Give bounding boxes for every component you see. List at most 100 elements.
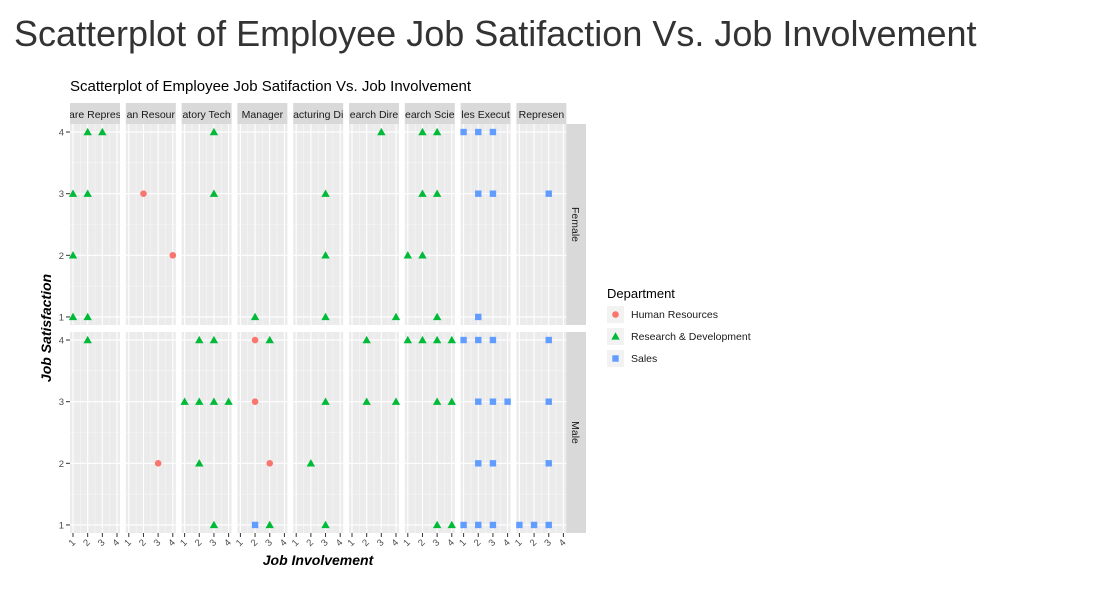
x-tick-label: 3 xyxy=(431,537,443,549)
legend-title: Department xyxy=(607,286,675,301)
data-point xyxy=(489,336,497,344)
x-tick-label: 1 xyxy=(178,537,190,549)
data-point xyxy=(250,312,260,321)
data-point xyxy=(180,397,189,405)
data-point xyxy=(475,460,482,467)
row-strip xyxy=(565,332,586,533)
x-tick-label: 2 xyxy=(472,537,484,549)
x-tick-label: 2 xyxy=(360,537,372,549)
x-tick-label: 1 xyxy=(346,537,358,549)
column-strip xyxy=(404,103,455,124)
y-tick-label: 2 xyxy=(59,251,64,262)
data-point xyxy=(321,251,330,259)
data-point xyxy=(489,190,497,197)
x-tick-label: 3 xyxy=(375,537,387,549)
data-point xyxy=(209,397,219,405)
row-strip-label: Female xyxy=(569,207,581,242)
data-point xyxy=(362,397,371,405)
x-tick-label: 3 xyxy=(263,537,275,549)
data-point xyxy=(460,336,467,344)
data-point xyxy=(475,521,482,529)
data-point xyxy=(265,520,274,529)
data-point xyxy=(140,190,147,197)
data-point xyxy=(154,460,162,467)
x-tick-label: 3 xyxy=(319,537,331,549)
data-point xyxy=(460,521,467,529)
row-strip-label: Male xyxy=(569,421,581,444)
data-point xyxy=(432,312,442,321)
data-point xyxy=(403,335,412,344)
legend-label: Sales xyxy=(631,353,657,365)
data-point xyxy=(169,252,177,259)
data-point xyxy=(209,335,219,344)
facets-layer: are Repres an Resour atory Tech Manager actu… xyxy=(69,103,586,533)
data-point xyxy=(195,335,204,344)
x-tick-label: 3 xyxy=(152,537,164,549)
data-point xyxy=(266,460,274,467)
data-point xyxy=(418,335,427,344)
data-point xyxy=(475,190,482,197)
data-point xyxy=(83,312,92,321)
data-point xyxy=(530,521,538,529)
data-point xyxy=(432,397,442,405)
column-strip xyxy=(70,103,120,124)
data-point xyxy=(489,521,497,529)
data-point xyxy=(475,398,482,405)
data-point xyxy=(432,189,442,197)
data-point xyxy=(418,251,427,259)
data-point xyxy=(224,397,233,405)
data-point xyxy=(489,460,497,467)
data-point xyxy=(306,459,316,467)
x-axis-title: Job Involvement xyxy=(263,552,375,568)
points-layer xyxy=(68,127,552,529)
legend: Department Human Resources Research & Dev… xyxy=(607,286,751,367)
column-strip-label: earch Dire xyxy=(350,109,399,121)
data-point xyxy=(489,128,497,136)
data-point xyxy=(391,397,401,405)
column-strip-label: are Repres xyxy=(69,109,121,121)
column-strip xyxy=(460,103,511,124)
x-tick-label: 2 xyxy=(528,537,540,549)
data-point xyxy=(545,460,552,467)
data-point xyxy=(195,459,204,467)
x-tick-label: 4 xyxy=(501,537,513,549)
data-point xyxy=(209,189,219,197)
data-point xyxy=(432,520,442,529)
data-point xyxy=(68,312,78,321)
data-point xyxy=(377,127,386,136)
data-point xyxy=(545,336,552,344)
y-axis-title: Job Satisfaction xyxy=(38,274,54,382)
column-strip xyxy=(181,103,232,124)
data-point xyxy=(475,336,482,344)
legend-marker xyxy=(611,332,620,340)
data-point xyxy=(475,128,482,136)
y-tick-label: 4 xyxy=(59,128,64,139)
y-tick-label: 3 xyxy=(59,189,64,200)
data-point xyxy=(209,520,219,529)
legend-label: Research & Development xyxy=(631,331,751,343)
x-tick-label: 4 xyxy=(166,537,178,549)
column-strip xyxy=(516,103,567,124)
legend-marker xyxy=(612,355,619,362)
data-point xyxy=(251,521,259,529)
data-point xyxy=(98,127,107,136)
x-tick-label: 2 xyxy=(193,537,205,549)
plot-title: Scatterplot of Employee Job Satifaction … xyxy=(70,78,472,95)
x-tick-label: 4 xyxy=(334,537,346,549)
column-strip-label: earch Scie xyxy=(405,109,455,121)
column-strip-label: les Execut xyxy=(461,109,510,121)
data-point xyxy=(195,397,204,405)
column-strip-label: an Resour xyxy=(127,109,176,121)
legend-items: Human Resources Research & Development Sal… xyxy=(607,306,751,367)
x-tick-label: 2 xyxy=(304,537,316,549)
x-tick-label: 1 xyxy=(67,537,79,549)
data-point xyxy=(432,127,442,136)
x-tick-label: 4 xyxy=(222,537,234,549)
legend-label: Human Resources xyxy=(631,309,718,321)
data-point xyxy=(516,521,523,529)
data-point xyxy=(83,127,92,136)
x-tick-label: 2 xyxy=(137,537,149,549)
data-point xyxy=(321,520,330,529)
data-point xyxy=(251,336,259,344)
y-tick-label: 1 xyxy=(59,312,64,323)
